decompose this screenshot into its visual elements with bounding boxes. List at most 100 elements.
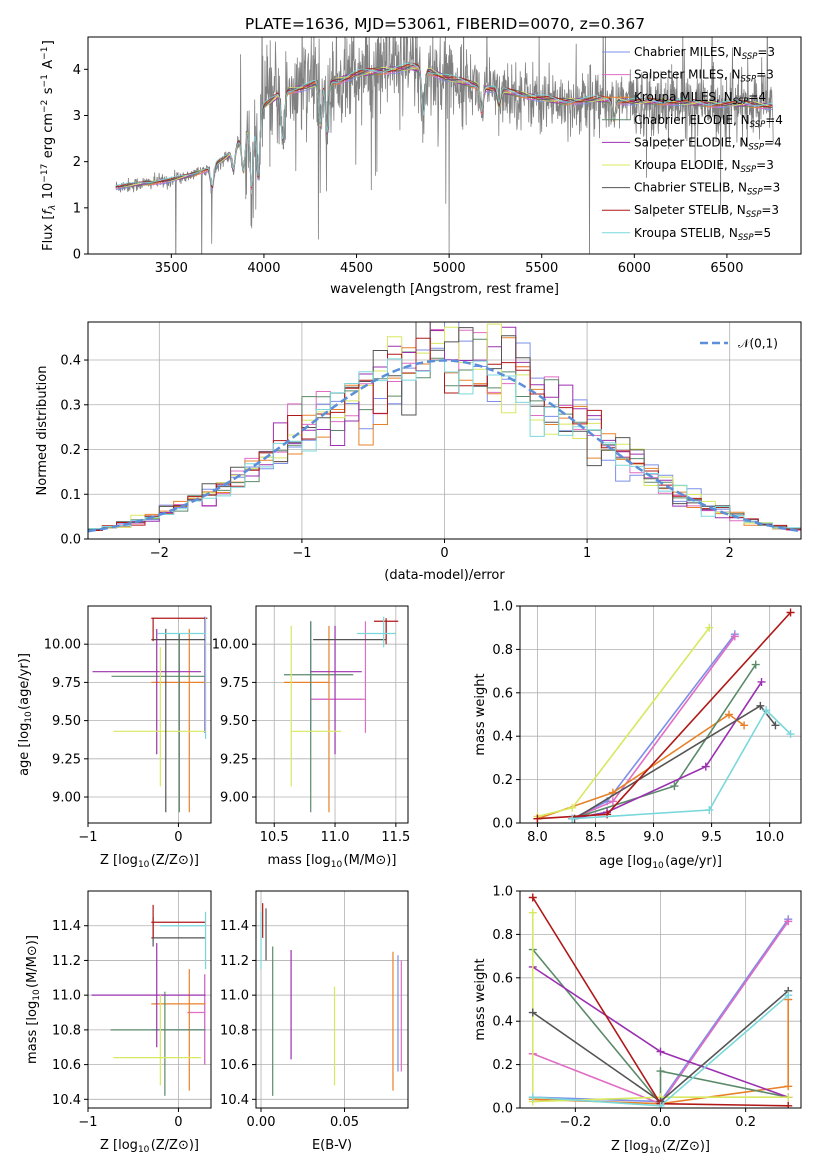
x-tick-label: 11.0: [321, 830, 350, 845]
x-tick-label: 9.5: [701, 830, 722, 845]
legend-entry: Chabrier ELODIE, NSSP=4: [634, 113, 783, 130]
legend-entry: Kroupa MILES, NSSP=4: [634, 90, 766, 107]
plot-area-mass-weight-vs-Z: [528, 893, 793, 1108]
errorbar-8: [151, 617, 208, 642]
axes-spectrum: 3500 4000 4500 5000 5500 6000 6500 0 1 2 3 4 wavelen…: [40, 36, 802, 297]
y-tick-label: 10.6: [52, 1058, 81, 1073]
y-axis-label: Normed distribution: [35, 366, 50, 496]
errorbar-7: [313, 621, 387, 641]
y-tick-label: 9.50: [52, 714, 81, 729]
x-axis-label: mass [log10 (M/M⊙)]: [268, 853, 397, 870]
errorbar-6: [113, 647, 206, 787]
spectrum-legend: Chabrier MILES, NSSP=3 Salpeter MILES, NS…: [602, 45, 783, 243]
y-tick-label: 10.00: [44, 638, 81, 653]
y-axis-label: mass weight: [473, 958, 488, 1040]
series-marker: [701, 762, 710, 771]
series-line-5: [572, 681, 763, 820]
series-line-6: [531, 912, 789, 1103]
y-tick-label: 0.4: [60, 354, 81, 369]
x-tick-label: 2: [726, 546, 734, 561]
y-tick-label: 0: [73, 248, 81, 263]
x-tick-label: 0.00: [247, 1115, 276, 1130]
axes-frame: [87, 36, 802, 255]
plot-area-age-vs-Z: [92, 616, 208, 813]
legend-entry: Salpeter MILES, NSSP=3: [634, 68, 774, 85]
series-marker: [568, 803, 577, 812]
y-tick-label: 0.8: [492, 643, 513, 658]
y-tick-label: 1: [73, 201, 81, 216]
y-tick-label: 3: [73, 109, 81, 124]
x-tick-label: 10.0: [755, 830, 784, 845]
y-tick-label: 9.50: [220, 714, 249, 729]
y-tick-label: 11.0: [220, 989, 249, 1004]
x-tick-label: 4500: [340, 261, 373, 276]
y-tick-label: 0.2: [60, 443, 81, 458]
series-marker: [528, 893, 537, 902]
spectrum-model-9: [115, 62, 773, 187]
y-tick-label: 9.75: [52, 676, 81, 691]
histogram-7: [88, 322, 801, 539]
errorbar-5: [91, 943, 206, 1048]
x-tick-label: 6000: [618, 261, 651, 276]
x-tick-label: 11.5: [381, 830, 410, 845]
series-line-9: [572, 708, 792, 820]
series-line-4: [532, 949, 789, 1106]
series-marker: [656, 1101, 665, 1108]
x-tick-label: 3500: [155, 261, 188, 276]
plot-area-spectrum: [115, 37, 774, 254]
series-marker: [568, 814, 577, 823]
axes-frame: [519, 605, 802, 824]
series-marker: [656, 1067, 665, 1076]
y-tick-label: 9.25: [220, 752, 249, 767]
x-tick-label: −0.2: [560, 1115, 592, 1130]
y-tick-label: 0.4: [492, 1015, 513, 1030]
x-tick-label: 9.0: [643, 830, 664, 845]
y-tick-label: 0.2: [492, 1058, 513, 1073]
x-tick-label: 10.5: [260, 830, 289, 845]
series-marker: [786, 730, 795, 739]
y-tick-label: 1.0: [492, 885, 513, 900]
axes-age-vs-Z: −1 0 9.00 9.25 9.50 9.75 10.00 Z [log10 (Z/Z⊙)]…: [17, 605, 212, 870]
errorbar-8: [373, 618, 399, 645]
x-tick-label: 5500: [525, 261, 558, 276]
y-tick-label: 0.3: [60, 398, 81, 413]
y-tick-label: 9.75: [220, 676, 249, 691]
y-tick-label: 10.4: [52, 1093, 81, 1108]
series-marker: [730, 632, 739, 641]
errorbar-2: [187, 974, 206, 1065]
axes-age-vs-mass: 10.5 11.0 11.5 9.00 9.25 9.50 9.75 10.00 mass [l…: [212, 605, 410, 870]
y-tick-label: 0.1: [60, 488, 81, 503]
y-tick-label: 10.6: [220, 1058, 249, 1073]
series-marker: [670, 782, 679, 791]
y-axis-label: mass [log10 (M/M⊙)]: [25, 935, 42, 1064]
legend-entry: Chabrier MILES, NSSP=3: [634, 45, 775, 62]
errorbar-4: [283, 621, 354, 813]
legend-entry: Kroupa ELODIE, NSSP=3: [634, 158, 774, 175]
axes-frame: [255, 605, 409, 824]
errorbar-6: [290, 625, 342, 787]
x-axis-label: Z [log10 (Z/Z⊙)]: [611, 1139, 710, 1156]
y-tick-label: 0.4: [492, 730, 513, 745]
y-axis-label: Flux [fλ 10−17 erg cm−2 s−1 A−1 ]: [40, 40, 58, 251]
errorbar-4: [110, 991, 206, 1096]
series-marker: [725, 710, 734, 719]
errorbar-1: [151, 974, 206, 1065]
y-tick-label: 0.0: [60, 533, 81, 548]
series-marker: [786, 608, 795, 617]
y-tick-label: 0.8: [492, 928, 513, 943]
x-axis-label: wavelength [Angstrom, rest frame]: [330, 282, 559, 297]
figure-title: PLATE=1636, MJD=53061, FIBERID=0070, z=0…: [245, 15, 645, 33]
y-tick-label: 2: [73, 155, 81, 170]
plot-area-mass-weight-vs-age: [533, 608, 795, 823]
axes-frame: [87, 321, 802, 540]
legend-entry: Salpeter ELODIE, NSSP=4: [634, 135, 782, 152]
x-tick-label: 8.0: [527, 830, 548, 845]
x-tick-label: 0: [174, 1115, 182, 1130]
axes-mass-vs-Z: −1 0 10.4 10.6 10.8 11.0 11.2 11.4 Z [log10 (Z/Z…: [25, 890, 212, 1155]
y-axis-label: age [log10 (age/yr)]: [17, 653, 34, 776]
errorbar-4: [111, 633, 206, 813]
x-tick-label: 4000: [247, 261, 280, 276]
series-marker: [784, 1093, 793, 1102]
errorbar-7: [151, 628, 206, 813]
y-tick-label: 11.4: [220, 919, 249, 934]
